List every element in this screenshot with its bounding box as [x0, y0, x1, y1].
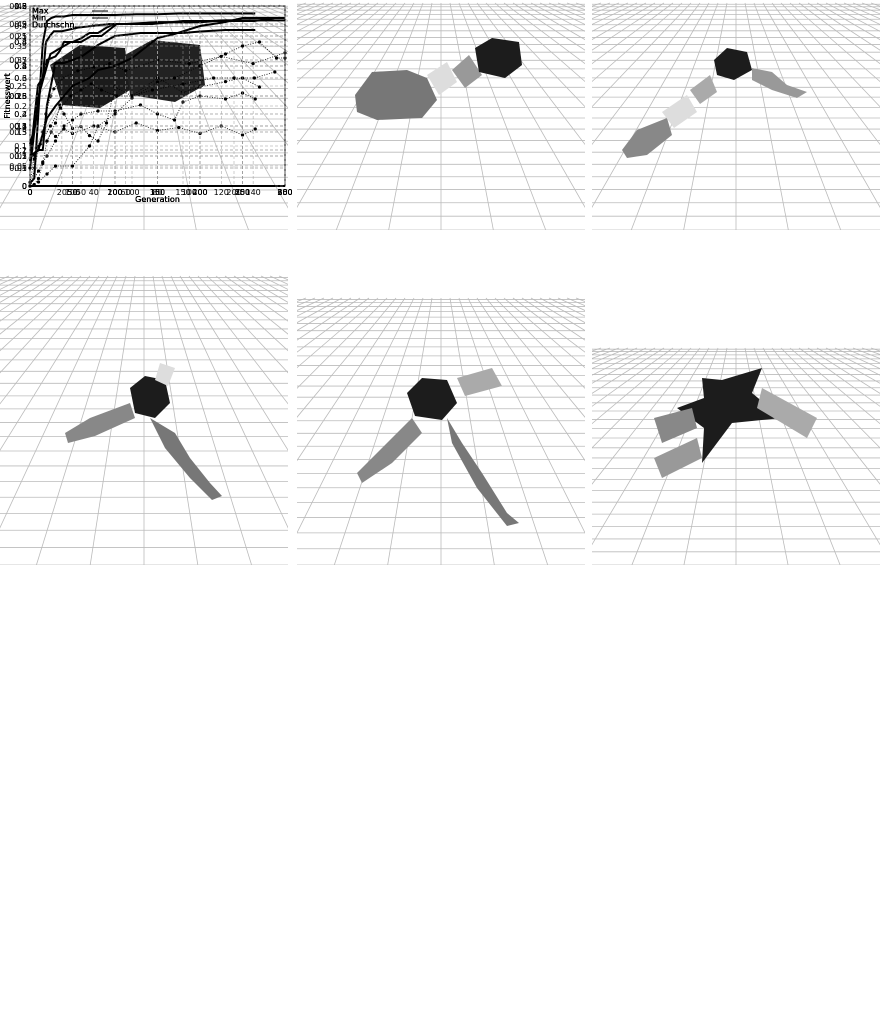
floor-line [297, 298, 414, 565]
floor-line [486, 298, 585, 565]
data-point [181, 82, 184, 85]
body-segment [457, 368, 502, 396]
floor-line [297, 298, 387, 565]
data-point [253, 76, 256, 79]
data-point [49, 124, 52, 127]
body-segment [654, 438, 702, 478]
floor-line [162, 276, 264, 565]
floor-line [297, 298, 342, 565]
floor-line [198, 276, 288, 565]
data-point [59, 106, 62, 109]
x-tick-label: 200 [226, 188, 241, 197]
data-point [39, 142, 42, 145]
floor-line [522, 298, 585, 565]
series-line [30, 72, 275, 168]
floor-line [297, 298, 405, 565]
render-panel [0, 268, 288, 565]
floor-line [0, 276, 90, 565]
floor-line [243, 276, 288, 565]
legend-label: Durchschn. [32, 21, 77, 30]
data-point [79, 88, 82, 91]
y-tick-label: 0.25 [9, 32, 27, 41]
render-panel [592, 268, 880, 565]
render-panel [297, 0, 585, 230]
x-tick-label: 250 [277, 188, 292, 197]
floor-line [153, 276, 204, 565]
floor-line [0, 276, 81, 565]
data-point [34, 154, 37, 157]
floor-line [0, 276, 54, 565]
floor-line [0, 276, 9, 565]
floor-line [531, 298, 585, 565]
floor-line [297, 298, 306, 565]
floor-grid [297, 3, 585, 230]
render-panel [297, 268, 585, 565]
data-point [100, 88, 103, 91]
floor-line [297, 298, 333, 565]
floor-line [513, 298, 585, 565]
body-segment [447, 418, 519, 526]
y-axis-label: Fitnesswert [3, 73, 12, 119]
floor-line [297, 298, 369, 565]
y-tick-label: 0.1 [14, 122, 27, 131]
floor-line [171, 276, 288, 565]
y-tick-label: 0.05 [9, 152, 27, 161]
floor-line [297, 298, 396, 565]
floor-line [297, 298, 378, 565]
floor-line [180, 276, 288, 565]
data-point [69, 94, 72, 97]
floor-grid [0, 276, 288, 565]
x-tick-label: 50 [76, 188, 86, 197]
floor-line [450, 298, 501, 565]
floor-line [576, 298, 585, 565]
y-tick-label: 0.2 [14, 62, 27, 71]
data-point [232, 76, 235, 79]
floor-line [225, 276, 288, 565]
x-axis-label: Generation [135, 195, 180, 204]
floor-line [297, 298, 360, 565]
floor-line [477, 298, 585, 565]
series-line [30, 18, 275, 144]
body-segment [714, 48, 752, 80]
floor-line [540, 298, 585, 565]
floor-grid [592, 3, 880, 230]
floor-line [216, 276, 288, 565]
body-segment [690, 75, 717, 104]
data-point [151, 88, 154, 91]
floor-line [0, 276, 45, 565]
data-point [90, 82, 93, 85]
floor-line [279, 276, 288, 565]
floor-line [0, 276, 63, 565]
render-panel [592, 0, 880, 230]
data-point [273, 70, 276, 73]
y-tick-label: 0 [22, 182, 27, 191]
floor-line [297, 298, 351, 565]
floor-line [468, 298, 585, 565]
y-tick-label: 0.3 [14, 2, 27, 11]
body-segment [752, 68, 807, 98]
data-point [28, 166, 31, 169]
floor-line [0, 276, 72, 565]
floor-line [0, 276, 27, 565]
floor-grid [297, 298, 585, 565]
x-tick-label: 0 [27, 188, 32, 197]
floor-line [549, 298, 585, 565]
floor-line [504, 298, 585, 565]
floor-line [234, 276, 288, 565]
data-point [130, 94, 133, 97]
body-segment [475, 38, 522, 78]
figure-page: 00.20.40.60.811.20100200300400500600Gene… [0, 0, 880, 1021]
data-point [212, 76, 215, 79]
data-point [115, 94, 118, 97]
body-segment [407, 378, 457, 420]
floor-line [261, 276, 288, 565]
floor-line [207, 276, 288, 565]
